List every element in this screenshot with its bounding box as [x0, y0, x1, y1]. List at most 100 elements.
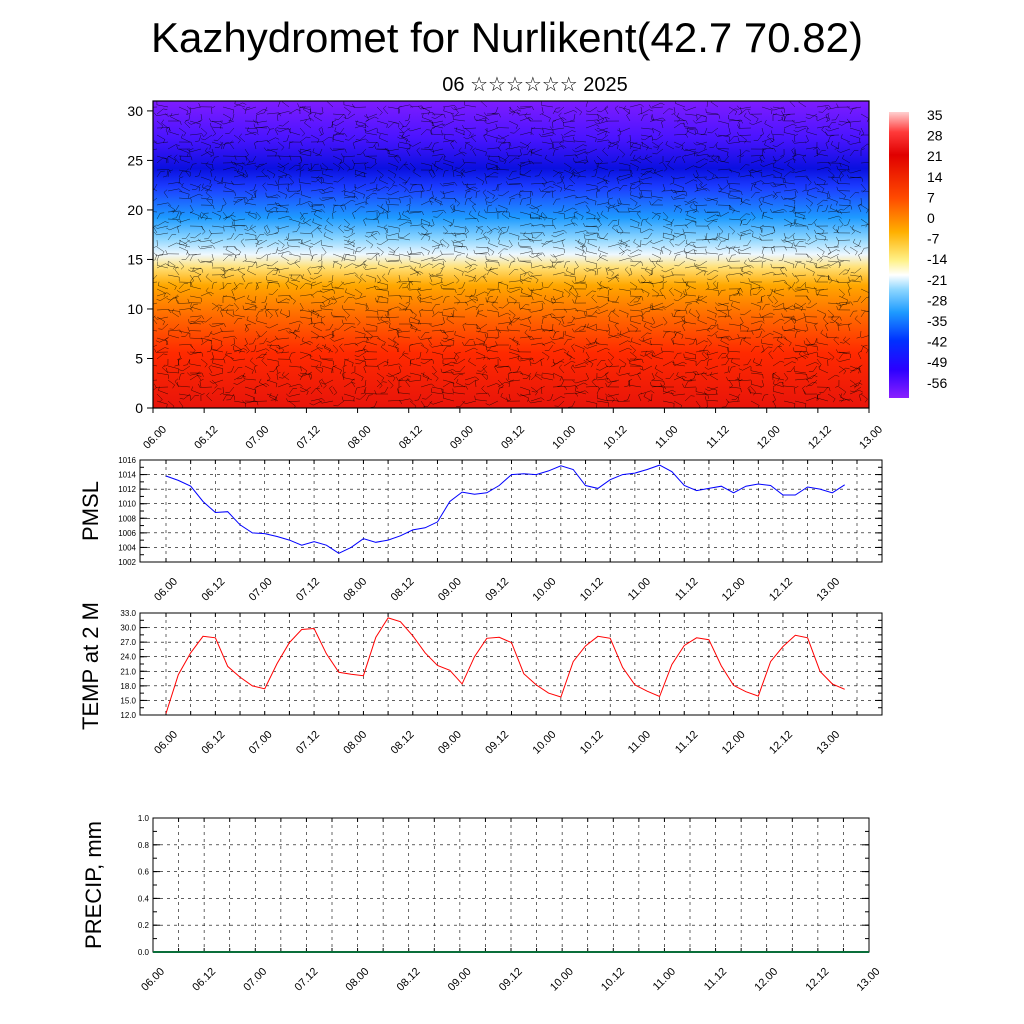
wind-barb	[191, 183, 202, 190]
wind-barb	[519, 275, 532, 283]
wind-barb	[343, 113, 356, 119]
wind-barb	[486, 288, 501, 294]
wind-barb	[176, 145, 191, 150]
wind-barb	[693, 204, 698, 213]
wind-barb	[717, 302, 729, 311]
wind-barb	[233, 310, 246, 318]
wind-barb	[507, 372, 512, 381]
wind-barb	[153, 231, 169, 236]
wind-barb	[387, 400, 403, 405]
wind-barb	[715, 333, 730, 339]
wind-barb	[442, 239, 450, 249]
wind-barb	[742, 218, 752, 225]
wind-barb	[398, 398, 414, 402]
xsec-x-tick-label: 11.12	[704, 424, 731, 451]
wind-barb	[288, 281, 298, 290]
wind-barb	[684, 197, 697, 203]
wind-barb	[483, 133, 488, 143]
wind-barb	[605, 371, 609, 381]
wind-barb	[453, 232, 467, 239]
wind-barb	[222, 269, 233, 276]
wind-barb	[805, 113, 818, 121]
wind-barb	[420, 332, 430, 339]
wind-barb	[188, 319, 202, 325]
wind-barb	[299, 169, 305, 178]
wind-barb	[838, 393, 844, 403]
colorbar-label: -7	[927, 231, 940, 247]
wind-barb	[398, 233, 411, 241]
wind-barb	[552, 218, 557, 227]
wind-barb	[607, 204, 614, 213]
wind-barb	[384, 147, 400, 152]
wind-barb	[409, 318, 422, 325]
wind-barb	[662, 190, 677, 195]
wind-barb	[762, 197, 774, 206]
wind-barb	[288, 218, 300, 227]
wind-barb	[297, 372, 312, 377]
wind-barb	[173, 154, 180, 164]
wind-barb	[212, 359, 224, 367]
wind-barb	[727, 309, 732, 318]
wind-barb	[365, 218, 380, 224]
wind-barb	[398, 295, 413, 301]
wind-barb	[464, 101, 477, 108]
wind-barb	[653, 141, 664, 148]
wind-barb	[508, 157, 520, 164]
wind-barb	[725, 273, 730, 283]
wind-barb	[670, 175, 686, 180]
wind-barb	[233, 162, 244, 171]
wind-barb	[805, 381, 817, 388]
wind-barb	[221, 178, 235, 185]
wind-barb	[472, 147, 477, 157]
wind-barb	[508, 212, 521, 220]
wind-barb	[409, 211, 424, 216]
wind-barb	[495, 207, 510, 213]
wind-barb	[343, 263, 356, 269]
wind-barb	[585, 290, 597, 297]
wind-barb	[789, 204, 796, 213]
wind-barb	[453, 151, 467, 157]
wind-barb	[456, 400, 466, 407]
wind-barb	[772, 400, 777, 408]
wind-barb	[802, 154, 807, 164]
wind-barb	[486, 225, 493, 235]
wind-barb	[606, 274, 620, 280]
wind-barb	[299, 212, 308, 220]
wind-barb	[458, 281, 466, 289]
wind-barb	[665, 372, 675, 379]
wind-barb	[452, 241, 466, 248]
wind-barb	[824, 106, 840, 110]
wind-barb	[178, 281, 193, 287]
wind-barb	[310, 107, 323, 115]
wind-barb	[497, 227, 507, 234]
chart-title: Kazhydromet for Nurlikent(42.7 70.82)	[150, 14, 863, 61]
wind-barb	[704, 351, 709, 361]
wind-barb	[440, 260, 445, 270]
wind-barb	[617, 127, 631, 133]
wind-barb	[157, 281, 169, 290]
wind-barb	[552, 331, 560, 339]
wind-barb	[475, 337, 486, 346]
wind-barb	[304, 119, 312, 129]
wind-barb	[552, 272, 567, 276]
wind-barb	[156, 347, 169, 353]
wind-barb	[714, 174, 730, 179]
wind-barb	[310, 388, 320, 395]
wind-barb	[363, 355, 378, 360]
wind-barb	[612, 203, 620, 213]
wind-barb	[849, 176, 863, 182]
wind-barb	[684, 209, 699, 213]
wind-barb	[189, 315, 205, 320]
wind-barb	[276, 127, 290, 133]
wind-barb	[816, 204, 823, 213]
wind-barb	[728, 114, 741, 122]
wind-barb	[772, 106, 786, 113]
wind-barb	[453, 295, 461, 305]
wind-barb	[640, 114, 648, 122]
wind-barb	[655, 259, 664, 269]
wind-barb	[572, 169, 587, 174]
wind-barb	[464, 267, 477, 273]
wind-barb	[585, 124, 600, 129]
wind-barb	[485, 255, 499, 262]
wind-barb	[208, 364, 213, 374]
